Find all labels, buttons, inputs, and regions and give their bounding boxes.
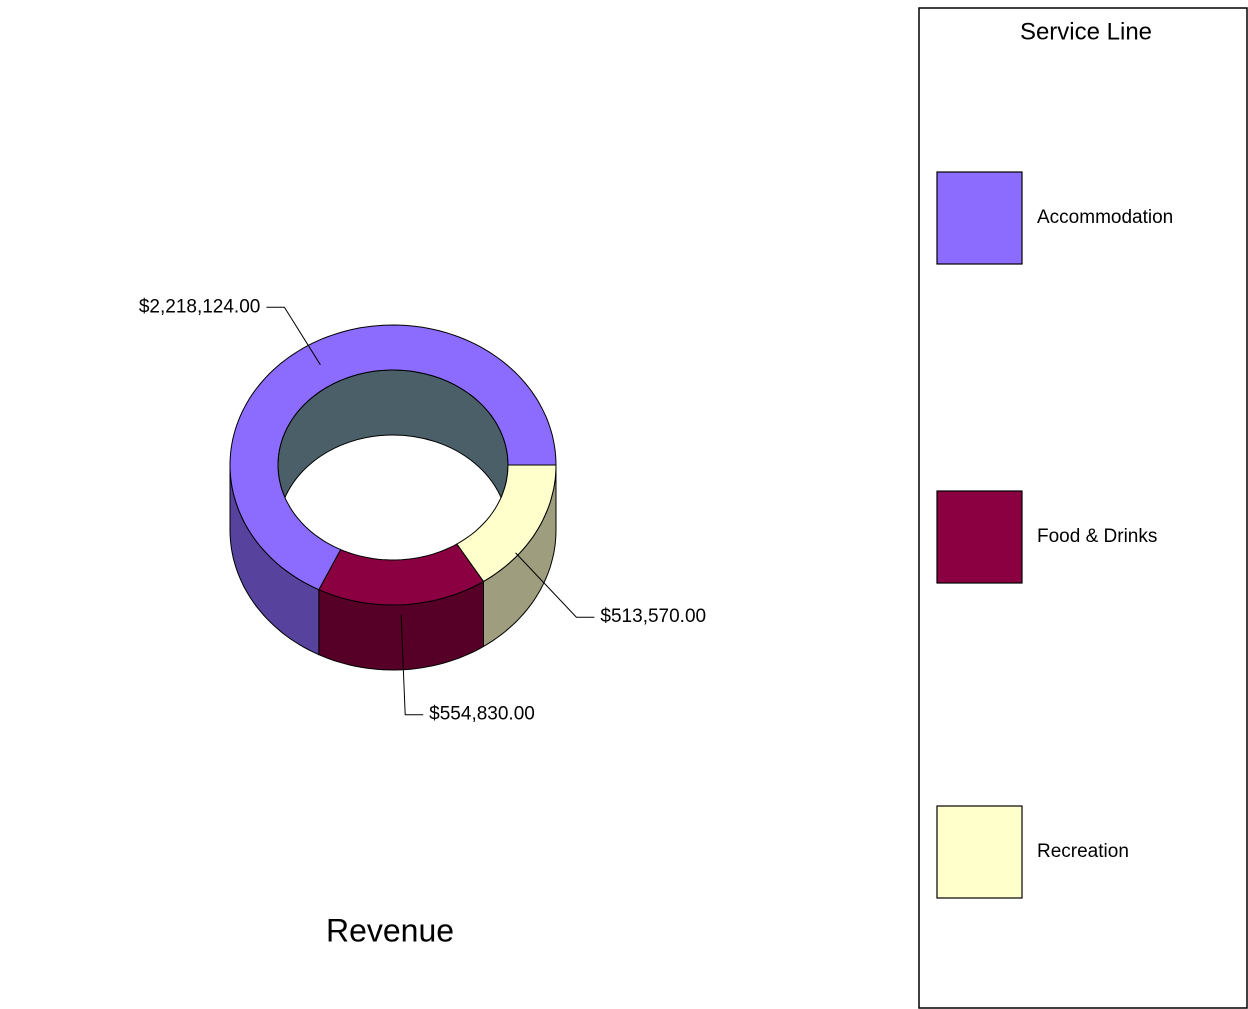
legend-label: Recreation [1037,841,1129,862]
leader-line [400,614,424,716]
legend-swatch [936,490,1023,584]
leader-line [266,306,321,366]
data-label: $2,218,124.00 [139,296,261,317]
legend-swatch [936,171,1023,265]
legend-swatch [936,805,1023,899]
chart-title: Revenue [326,912,454,948]
data-label: $513,570.00 [600,606,706,627]
leader-line [515,552,595,618]
legend-label: Accommodation [1037,207,1173,228]
legend-title: Service Line [1020,18,1152,45]
donut: $2,218,124.00 $554,830.00 $513,570.00 [139,296,706,724]
hole [278,434,508,560]
slice [456,464,557,583]
data-label: $554,830.00 [429,704,535,725]
legend-label: Food & Drinks [1037,526,1157,547]
